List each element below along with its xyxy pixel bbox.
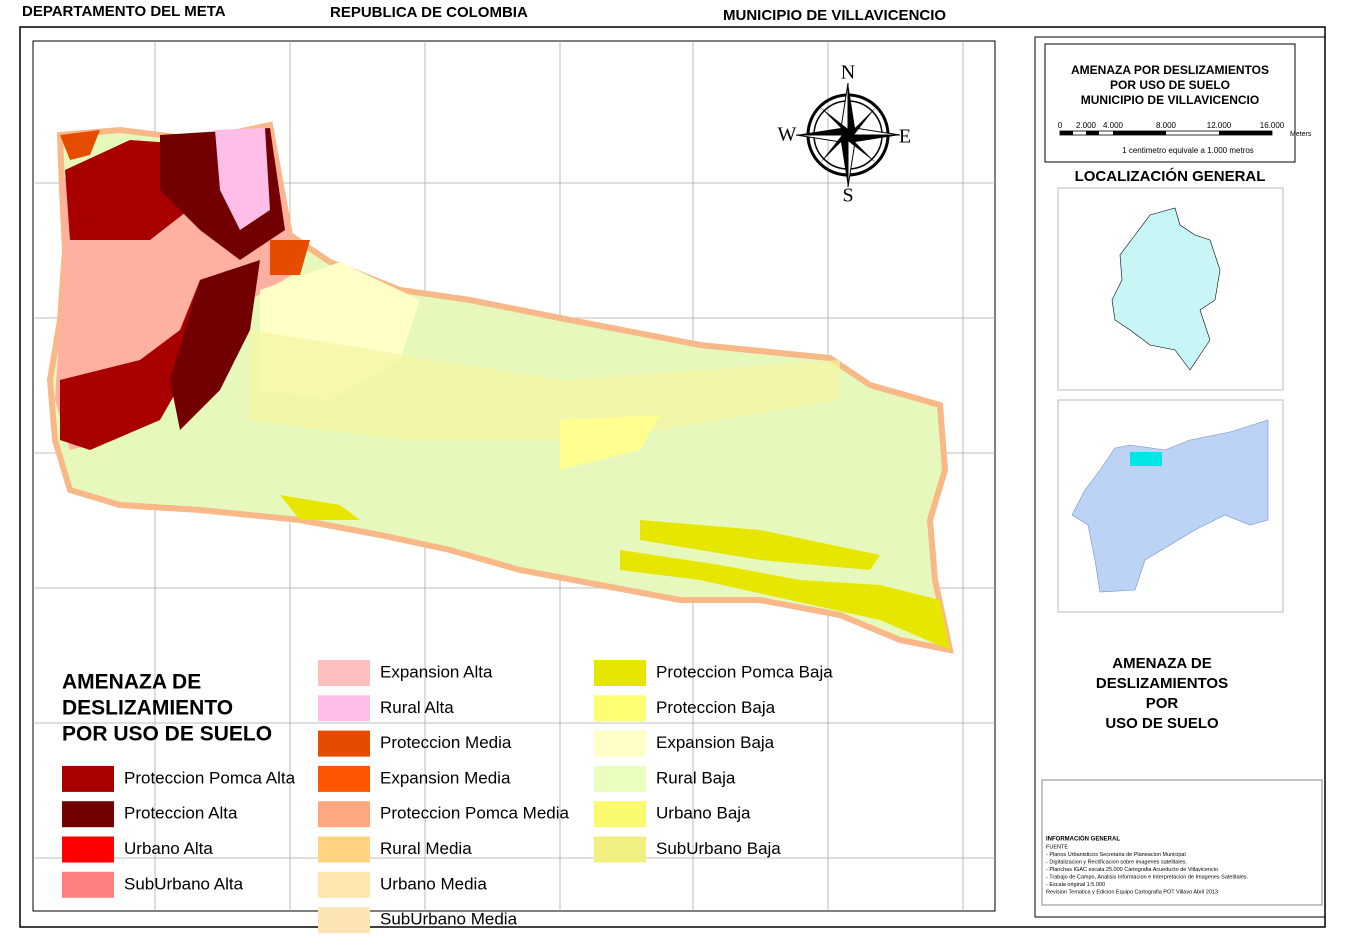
legend-label: Urbano Media — [380, 874, 487, 893]
colombia-shape — [1111, 207, 1221, 371]
municipality-map — [46, 121, 954, 654]
legend-label: Proteccion Baja — [656, 698, 776, 717]
scale-label: 16.000 — [1260, 121, 1285, 130]
scale-bar — [1059, 130, 1273, 136]
legend-swatch — [62, 836, 114, 863]
legend-swatch — [62, 801, 114, 828]
header-center: REPUBLICA DE COLOMBIA — [330, 4, 528, 21]
legend: AMENAZA DE DESLIZAMIENTO POR USO DE SUEL… — [62, 660, 833, 934]
header-left: DEPARTAMENTO DEL META — [22, 3, 226, 20]
scale-label: 4.000 — [1103, 121, 1124, 130]
legend-swatch — [594, 765, 646, 792]
legend-label: SubUrbano Media — [380, 910, 518, 929]
legend-swatch — [594, 660, 646, 686]
legend-label: Proteccion Pomca Media — [380, 804, 570, 823]
side-title: DESLIZAMIENTOS — [1096, 675, 1228, 692]
info-line: - Trabajo de Campo, Analisis Informacion… — [1046, 874, 1249, 880]
header-right: MUNICIPIO DE VILLAVICENCIO — [723, 7, 946, 24]
legend-label: Proteccion Pomca Baja — [656, 662, 833, 681]
legend-label: Expansion Alta — [380, 662, 493, 681]
legend-swatch — [318, 871, 370, 898]
legend-swatch — [318, 660, 370, 686]
legend-label: Expansion Baja — [656, 733, 775, 752]
info-title: INFORMACIÓN GENERAL — [1046, 835, 1120, 843]
legend-title: DESLIZAMIENTO — [62, 697, 233, 720]
compass-e: E — [899, 126, 911, 148]
legend-swatch — [594, 695, 646, 722]
legend-swatch — [318, 695, 370, 722]
legend-label: SubUrbano Baja — [656, 839, 781, 858]
side-title: AMENAZA DE — [1112, 655, 1211, 672]
info-line: - Escala original 1:5.000 — [1046, 882, 1105, 888]
scale-labels: 0 2.000 4.000 8.000 12.000 16.000 — [1058, 121, 1285, 130]
legend-swatch — [594, 801, 646, 828]
title-line: AMENAZA POR DESLIZAMIENTOS — [1071, 63, 1269, 77]
title-line: MUNICIPIO DE VILLAVICENCIO — [1081, 93, 1259, 107]
legend-swatch — [62, 871, 114, 898]
scale-label: 8.000 — [1156, 121, 1177, 130]
legend-swatch — [62, 765, 114, 792]
north-arrow — [795, 82, 901, 188]
info-line: - Planchas IGAC escala 25.000 Cartografi… — [1046, 867, 1218, 873]
legend-label: SubUrbano Alta — [124, 874, 244, 893]
meta-shape — [1071, 419, 1269, 593]
legend-swatch — [318, 801, 370, 828]
legend-label: Urbano Alta — [124, 839, 213, 858]
legend-label: Rural Media — [380, 839, 472, 858]
side-title: POR — [1146, 695, 1179, 712]
side-panel — [1034, 36, 1326, 918]
compass-n: N — [841, 62, 855, 84]
villavicencio-locator — [1130, 452, 1162, 466]
legend-label: Rural Baja — [656, 768, 736, 787]
scale-label: 2.000 — [1076, 121, 1097, 130]
title-line: POR USO DE SUELO — [1110, 78, 1230, 92]
scale-label: 0 — [1058, 121, 1063, 130]
info-line: Revision Tematica y Edicion Equipo Carto… — [1046, 889, 1218, 895]
legend-swatch — [318, 730, 370, 757]
info-lines: FUENTE - Planos Urbanisticos Secretaria d… — [1046, 844, 1249, 895]
scale-label: 12.000 — [1207, 121, 1232, 130]
compass-s: S — [842, 185, 853, 207]
legend-label: Proteccion Media — [380, 733, 512, 752]
side-title: USO DE SUELO — [1105, 715, 1219, 732]
legend-swatch — [594, 730, 646, 757]
scale-note: 1 centimetro equivale a 1.000 metros — [1122, 146, 1254, 155]
legend-label: Proteccion Pomca Alta — [124, 768, 296, 787]
legend-title: POR USO DE SUELO — [62, 723, 272, 746]
info-line: - Digitalizacion y Rectificacion sobre i… — [1046, 859, 1187, 865]
scale-unit: Meters — [1290, 131, 1312, 138]
legend-label: Urbano Baja — [656, 804, 751, 823]
legend-label: Proteccion Alta — [124, 804, 238, 823]
legend-swatch — [318, 907, 370, 934]
legend-swatch — [594, 836, 646, 863]
legend-label: Rural Alta — [380, 698, 454, 717]
map-frame — [32, 40, 996, 912]
legend-label: Expansion Media — [380, 768, 511, 787]
title-box — [1044, 43, 1296, 163]
info-box — [1041, 779, 1323, 906]
location-title: LOCALIZACIÓN GENERAL — [1075, 167, 1266, 185]
legend-swatch — [318, 836, 370, 863]
legend-swatch — [318, 765, 370, 792]
legend-title: AMENAZA DE — [62, 671, 201, 694]
info-line: - Planos Urbanisticos Secretaria de Plan… — [1046, 852, 1186, 858]
info-line: FUENTE — [1046, 844, 1068, 850]
compass-w: W — [778, 124, 797, 146]
